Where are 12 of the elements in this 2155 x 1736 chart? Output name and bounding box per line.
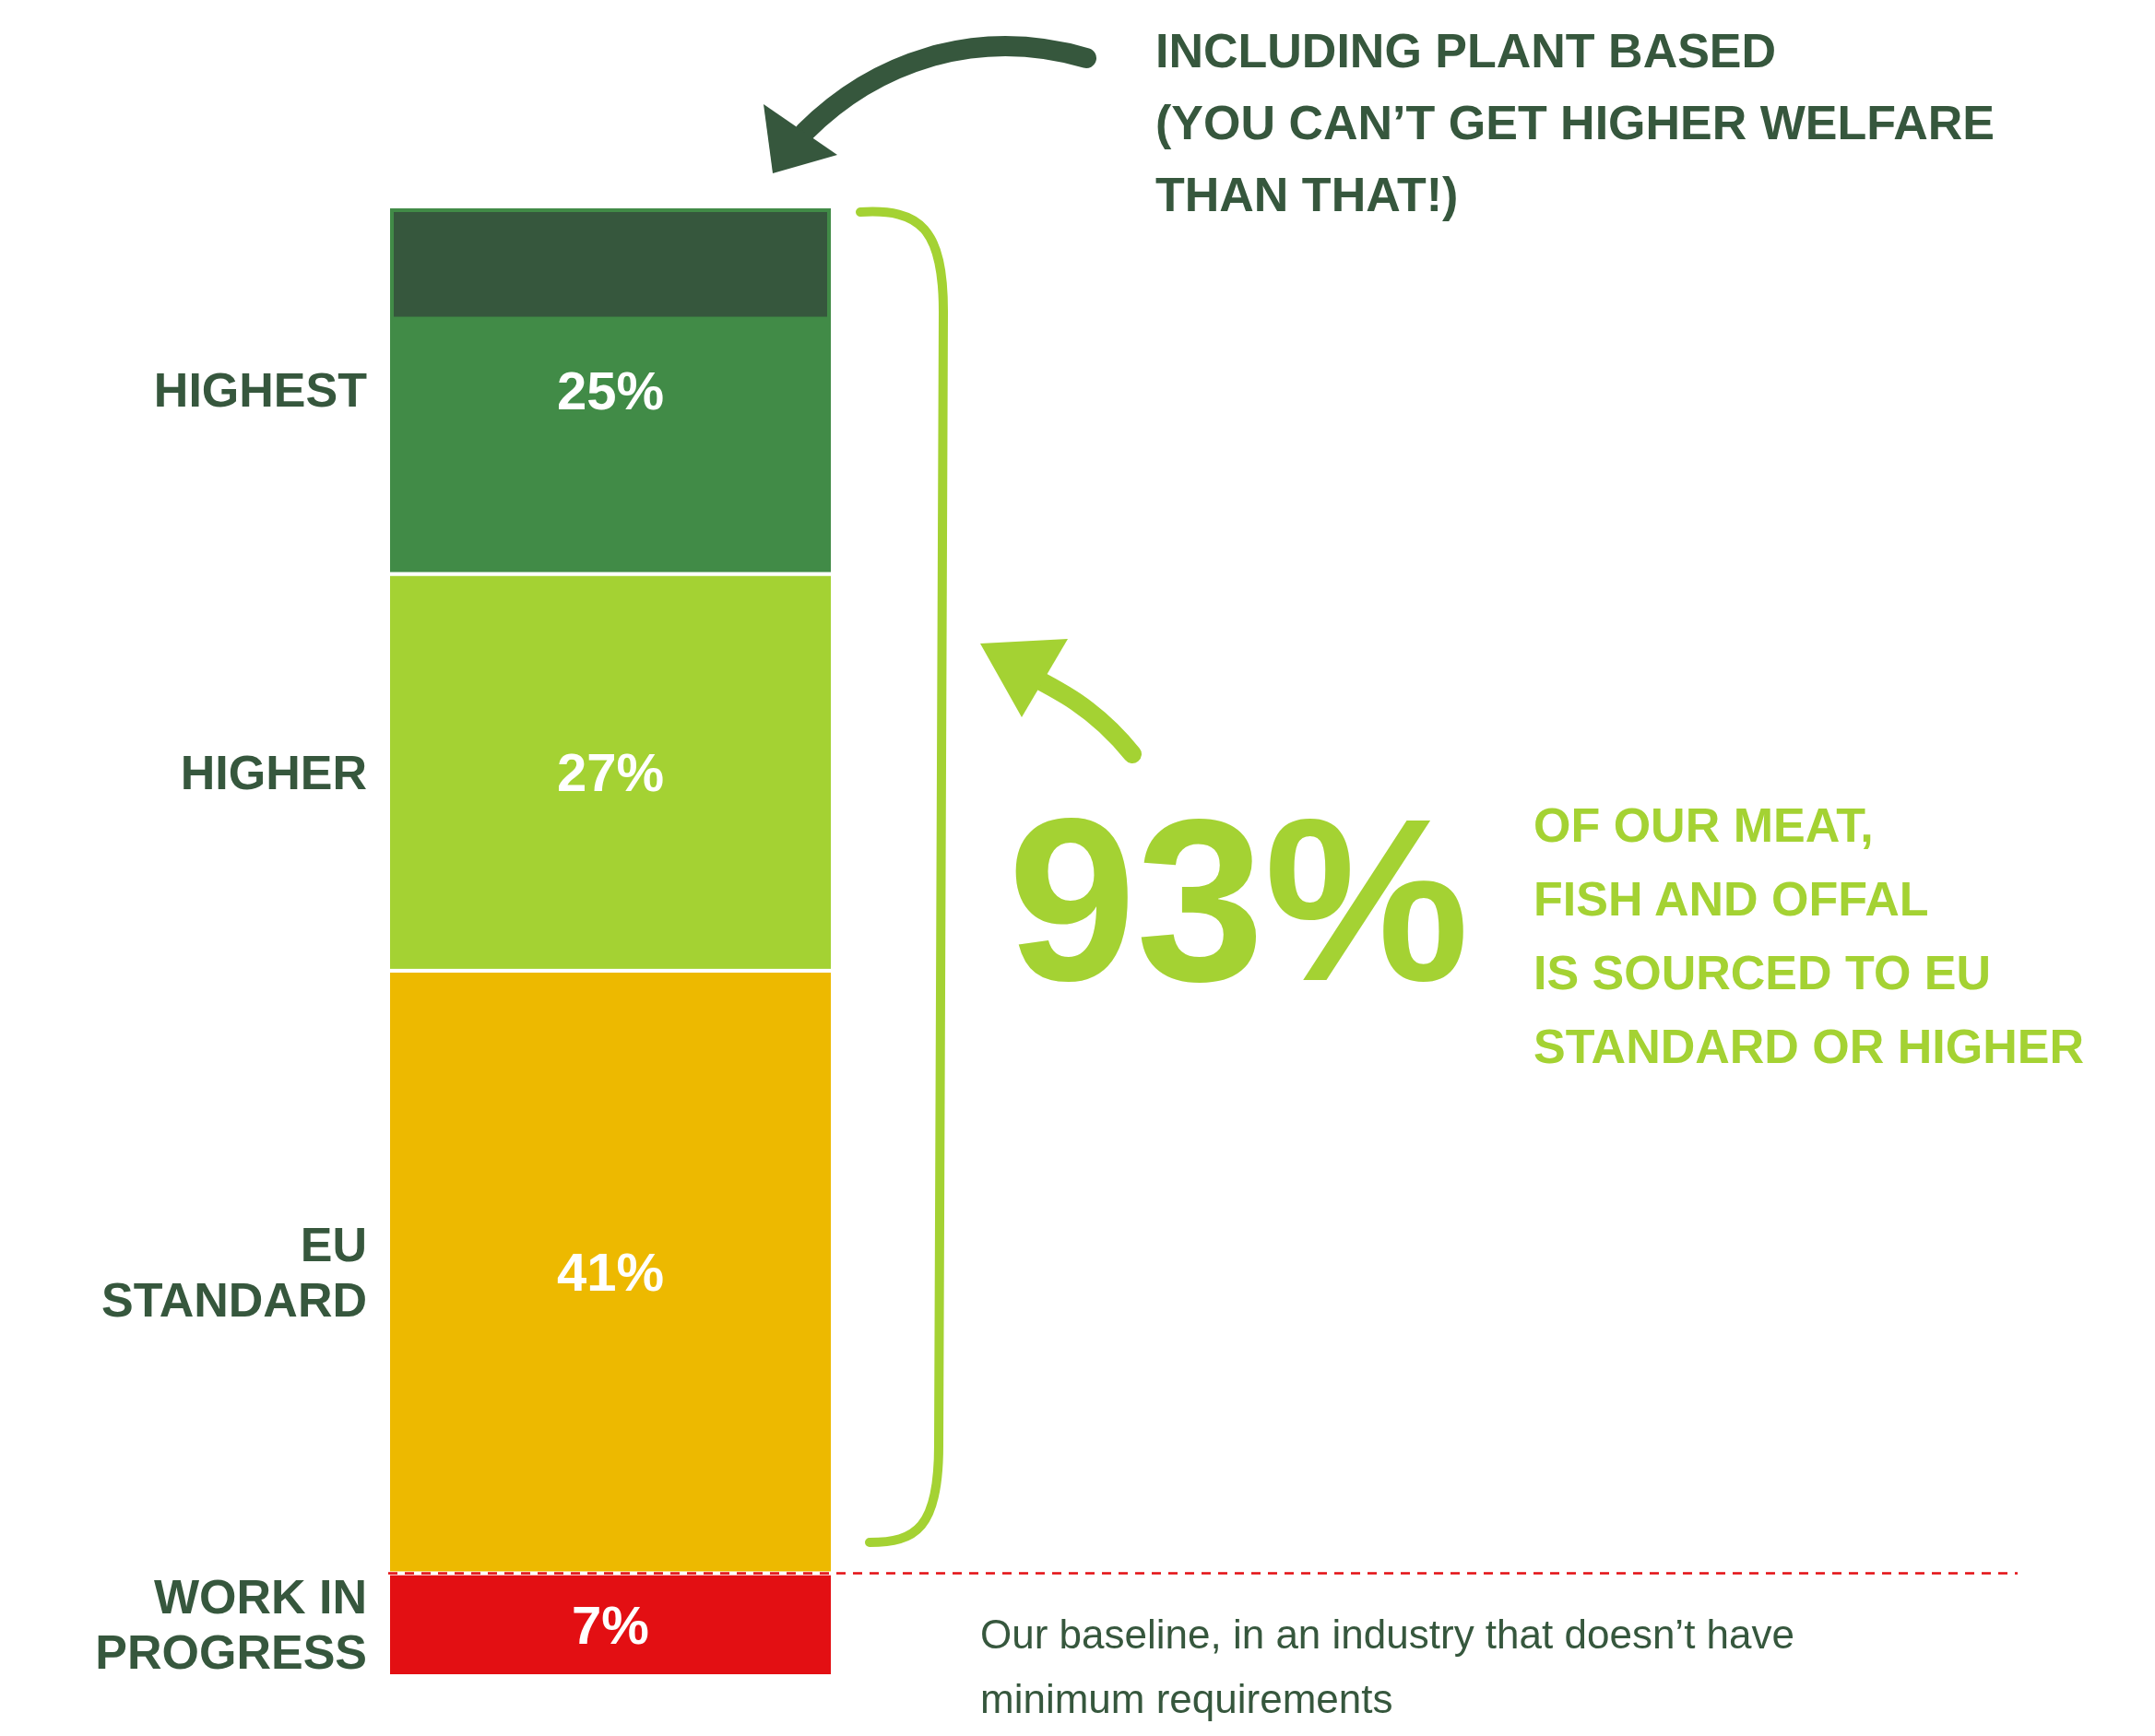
data-label: 41% xyxy=(556,1241,665,1302)
text: OF OUR MEAT, FISH AND OFFAL IS SOURCED TO EU STANDARD OR HIGHER xyxy=(1533,798,2085,1073)
series-label: WORK IN PROGRESS xyxy=(95,1570,367,1680)
data-label: 27% xyxy=(556,741,665,802)
text: 93% xyxy=(1008,772,1470,1029)
text: INCLUDING PLANT BASED (YOU CAN’T GET HIGHER WELFARE THAN THAT!) xyxy=(1155,24,1995,221)
series-label: HIGHEST xyxy=(153,363,368,418)
data-label: 7% xyxy=(572,1594,649,1655)
series-label: EU STANDARD xyxy=(101,1217,367,1327)
ref-line-label: Our baseline, in an industry that doesn’t have minimum requirements xyxy=(980,1612,1794,1721)
data-label: 25% xyxy=(556,360,665,420)
series-label: HIGHER xyxy=(180,745,367,799)
